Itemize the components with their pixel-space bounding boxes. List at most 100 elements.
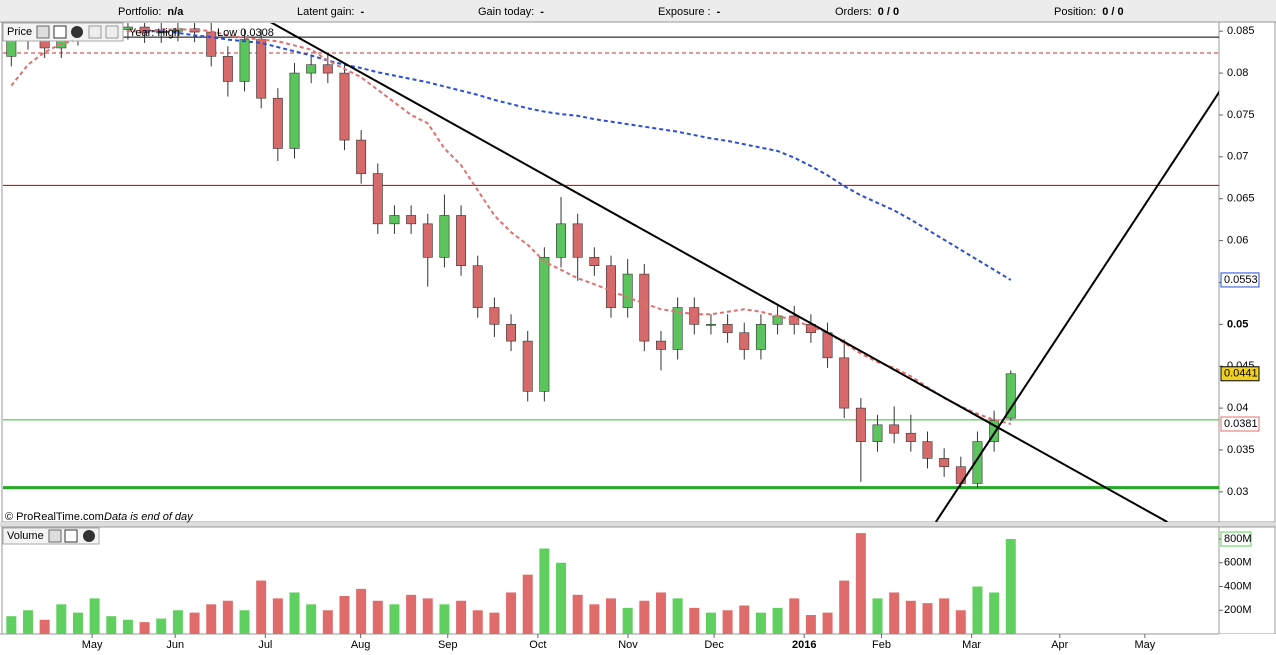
toolbar-value: - (540, 6, 544, 18)
volume-bar (139, 622, 150, 634)
volume-bar (122, 619, 133, 634)
candle-body (556, 223, 566, 258)
candle-body (572, 223, 583, 258)
volume-bar (755, 612, 766, 634)
toolbar-label: Portfolio: (118, 6, 161, 18)
volume-bar (106, 616, 117, 634)
y-tick-label: 0.065 (1227, 193, 1255, 205)
panel-title: Volume (7, 530, 44, 542)
y-tick-label: 800M (1224, 533, 1252, 545)
candle-body (506, 324, 517, 342)
toolbar-value: 0 / 0 (1102, 6, 1123, 18)
volume-plot (6, 533, 1016, 634)
candle-body (822, 332, 833, 359)
volume-bar (22, 610, 33, 634)
badge-label: 0.0381 (1224, 418, 1258, 430)
x-tick-label: May (1134, 639, 1155, 651)
volume-bar (89, 598, 100, 634)
volume-bar (422, 598, 433, 634)
up-icon[interactable] (105, 25, 119, 39)
x-tick-label: Sep (438, 639, 458, 651)
volume-bar (722, 610, 733, 634)
volume-bar (622, 607, 633, 634)
volume-bar (822, 612, 833, 634)
y-tick-label: 0.085 (1227, 25, 1255, 37)
candle-body (839, 357, 850, 409)
legend-text: Low 0.0308 (217, 27, 274, 39)
trendline (270, 23, 1168, 522)
candle-body (855, 407, 866, 442)
candle-body (905, 432, 916, 442)
close-icon[interactable] (71, 26, 83, 38)
y-tick-label: 0.035 (1227, 444, 1255, 456)
x-tick-label: Mar (962, 639, 981, 651)
x-tick-label: Jul (258, 639, 272, 651)
axes: 0.0850.080.0750.070.0650.060.0550.050.04… (82, 25, 1260, 651)
volume-bar (955, 610, 966, 634)
candle-body (955, 466, 966, 484)
candle-body (356, 139, 367, 174)
y-tick-label: 600M (1224, 557, 1252, 569)
candle-body (972, 441, 983, 484)
volume-bar (239, 610, 250, 634)
volume-bar (306, 604, 317, 634)
volume-bar (705, 612, 716, 634)
volume-bar (672, 598, 683, 634)
candle-body (672, 307, 683, 350)
volume-bar (389, 604, 400, 634)
candle-body (372, 173, 383, 225)
candle-body (656, 340, 666, 350)
candle-body (539, 257, 550, 392)
volume-bar (989, 592, 1000, 634)
toolbar-label: Latent gain: (297, 6, 355, 18)
x-tick-label: Aug (351, 639, 371, 651)
source: © ProRealTime.com (5, 511, 104, 523)
candle-body (222, 56, 233, 82)
candle-body (456, 215, 467, 267)
volume-bar (322, 610, 333, 634)
volume-bar (439, 604, 450, 634)
candle-body (772, 315, 783, 325)
y-tick-label: 0.06 (1227, 234, 1248, 246)
candle-body (705, 324, 716, 326)
volume-bar (639, 600, 650, 634)
toolbar (0, 0, 1276, 22)
candle-body (789, 315, 800, 325)
candle-body (922, 441, 933, 459)
candle-body (422, 223, 433, 258)
volume-bar (289, 592, 300, 634)
moving-average (10, 28, 1012, 425)
close-icon[interactable] (83, 530, 95, 542)
candle-body (622, 273, 633, 308)
volume-bar (272, 598, 283, 634)
window-icon[interactable] (64, 529, 78, 543)
tool-icon[interactable] (48, 529, 62, 543)
volume-bar (872, 598, 883, 634)
candle-body (755, 324, 766, 350)
toolbar-label: Position: (1054, 6, 1096, 18)
value-badge (1220, 366, 1260, 382)
tool-icon[interactable] (36, 25, 50, 39)
x-tick-label: Oct (529, 639, 546, 651)
value-badge (1220, 416, 1260, 432)
x-tick-label: Feb (872, 639, 891, 651)
trendline (934, 90, 1219, 522)
price-plot (3, 23, 1219, 522)
down-icon[interactable] (88, 25, 102, 39)
candle-body (6, 39, 17, 57)
candle-body (722, 324, 733, 334)
candle-body (739, 332, 750, 350)
volume-bar (789, 598, 800, 634)
toolbar-label: Gain today: (478, 6, 534, 18)
window-icon[interactable] (53, 25, 67, 39)
candle-body (489, 307, 500, 325)
volume-bar (539, 548, 550, 634)
volume-bar (56, 604, 67, 634)
x-axis (0, 634, 1276, 655)
candle-body (256, 39, 267, 99)
y-tick-label: 0.04 (1227, 402, 1248, 414)
volume-bar (356, 588, 367, 634)
note: Data is end of day (104, 511, 194, 523)
volume-bar (156, 618, 167, 634)
